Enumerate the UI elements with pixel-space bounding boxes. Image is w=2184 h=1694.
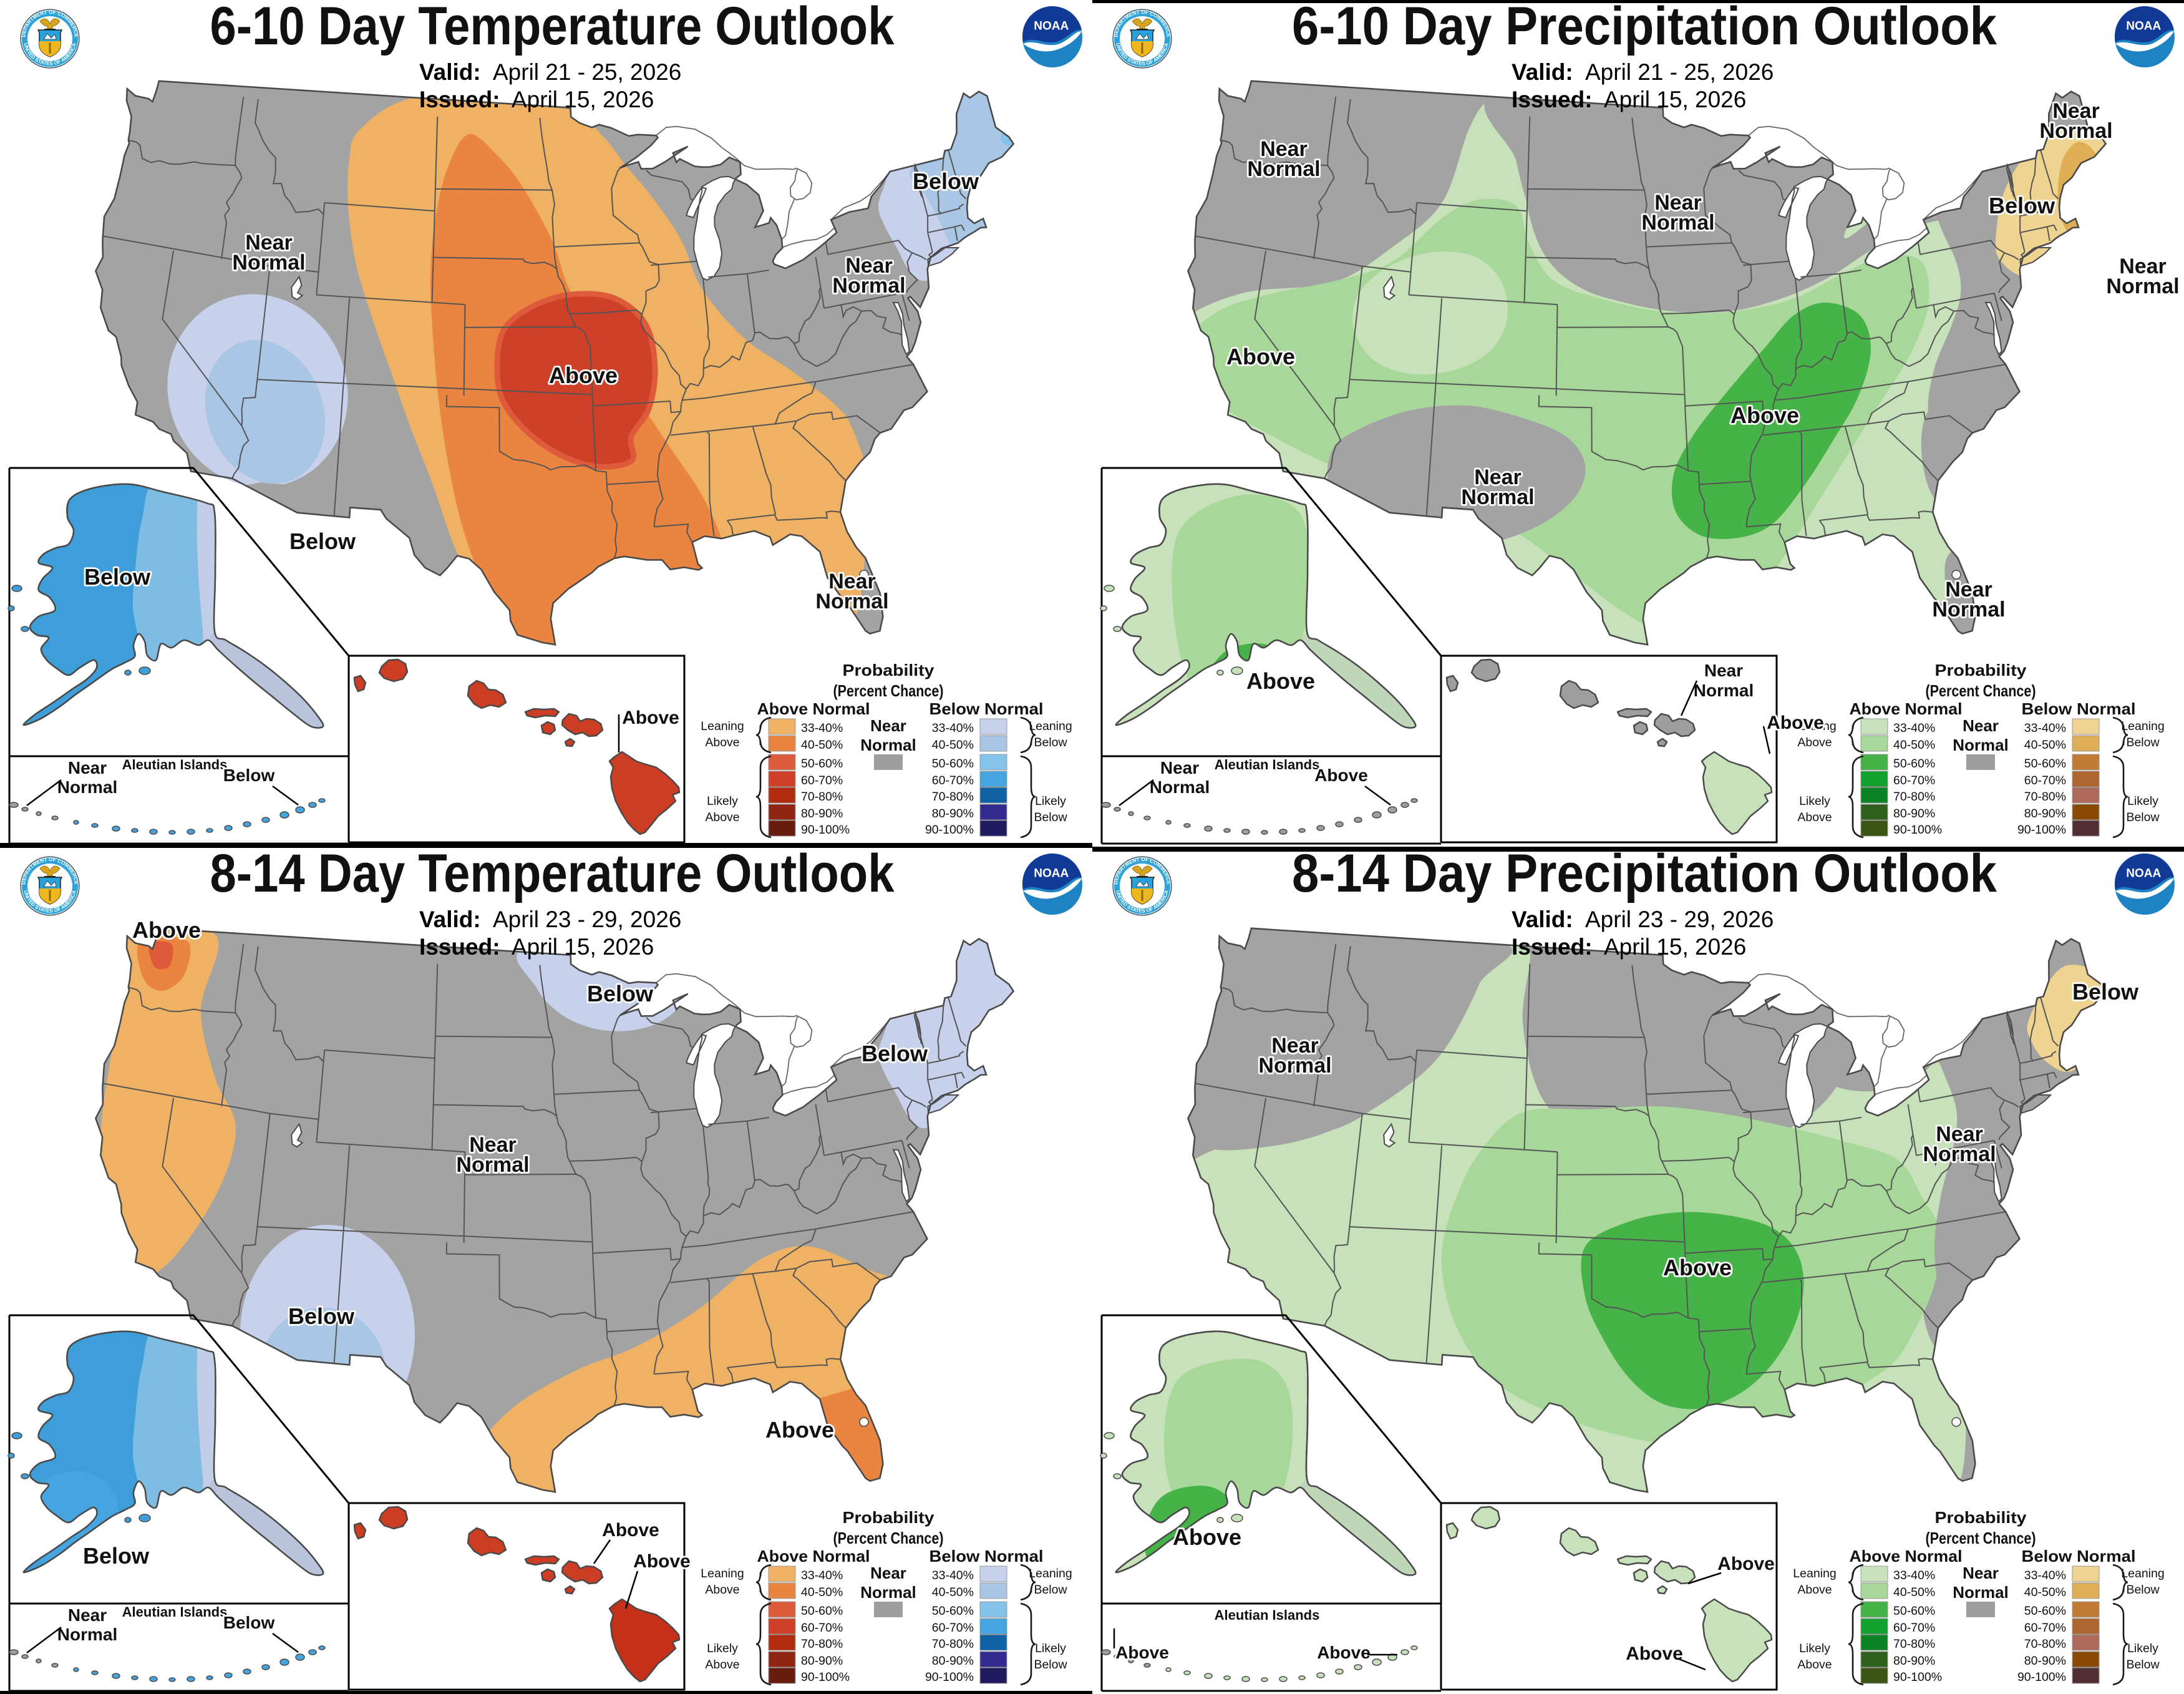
svg-text:Below: Below [84,564,151,590]
svg-text:Above: Above [1767,713,1824,733]
svg-text:6-10 Day Temperature Outlook: 6-10 Day Temperature Outlook [210,0,895,56]
svg-text:Near: Near [2119,255,2167,278]
svg-text:Below: Below [1989,193,2055,218]
svg-text:Near: Near [1945,578,1992,601]
svg-text:8-14 Day Temperature Outlook: 8-14 Day Temperature Outlook [210,844,895,903]
svg-text:April 15, 2026: April 15, 2026 [512,87,654,112]
svg-text:Near: Near [1271,1034,1319,1058]
svg-text:Normal: Normal [57,777,117,797]
svg-text:Below: Below [913,168,979,194]
svg-text:Above: Above [765,1417,834,1443]
svg-text:April 23 - 29, 2026: April 23 - 29, 2026 [1585,907,1774,932]
svg-text:Issued:: Issued: [419,934,500,960]
svg-text:April 21 - 25, 2026: April 21 - 25, 2026 [493,59,681,85]
svg-text:Aleutian Islands: Aleutian Islands [1215,1607,1320,1623]
svg-text:Near: Near [68,1605,107,1625]
svg-text:Valid:: Valid: [419,59,481,85]
svg-text:Normal: Normal [1247,157,1320,181]
svg-text:Above: Above [633,1551,691,1572]
svg-text:Near: Near [1160,758,1199,777]
svg-text:Near: Near [845,254,893,278]
svg-text:Above: Above [622,708,679,728]
svg-text:Below: Below [223,766,275,785]
svg-text:April 23 - 29, 2026: April 23 - 29, 2026 [493,907,681,932]
svg-text:Above: Above [1717,1554,1775,1574]
svg-text:Below: Below [861,1041,928,1066]
svg-text:April 15, 2026: April 15, 2026 [512,934,654,960]
svg-text:Normal: Normal [1923,1142,1996,1166]
svg-text:Issued:: Issued: [1512,934,1593,960]
svg-text:Above: Above [1730,402,1799,428]
svg-text:Below: Below [83,1543,150,1569]
svg-text:Normal: Normal [456,1153,529,1177]
svg-text:Near: Near [828,570,876,593]
svg-text:Normal: Normal [1694,681,1754,700]
svg-text:Issued:: Issued: [419,87,500,112]
svg-text:Normal: Normal [1461,485,1534,509]
svg-text:NOAA: NOAA [1034,20,1069,33]
svg-text:Below: Below [223,1613,275,1632]
svg-text:Normal: Normal [1150,777,1210,797]
svg-text:Near: Near [1654,191,1702,215]
svg-text:Above: Above [1115,1643,1169,1662]
svg-text:Near: Near [1936,1122,1983,1146]
svg-text:Normal: Normal [832,274,905,298]
svg-text:Aleutian Islands: Aleutian Islands [122,1604,228,1620]
svg-text:Normal: Normal [2039,119,2112,143]
svg-text:Near: Near [68,758,107,777]
svg-text:Normal: Normal [1258,1054,1331,1078]
svg-text:Aleutian Islands: Aleutian Islands [1215,757,1320,772]
svg-text:Near: Near [2052,99,2100,123]
svg-text:Above: Above [1173,1524,1241,1550]
svg-text:Normal: Normal [1932,598,2005,621]
svg-text:Issued:: Issued: [1512,87,1593,112]
svg-text:Above: Above [132,917,201,943]
svg-text:Above: Above [549,363,618,388]
svg-text:Above: Above [1246,668,1315,694]
svg-text:Above: Above [1626,1643,1683,1664]
svg-text:Above: Above [1317,1643,1371,1662]
svg-text:Near: Near [1260,137,1308,161]
svg-text:Aleutian Islands: Aleutian Islands [122,757,228,772]
svg-text:Above: Above [1663,1255,1732,1280]
svg-text:April 21 - 25, 2026: April 21 - 25, 2026 [1585,59,1774,85]
svg-text:Below: Below [2072,979,2139,1005]
svg-text:Normal: Normal [232,251,305,275]
svg-text:Below: Below [288,1303,355,1329]
svg-text:Normal: Normal [815,590,888,613]
svg-text:April 15, 2026: April 15, 2026 [1604,934,1746,960]
svg-text:Above: Above [602,1520,659,1541]
svg-text:Near: Near [469,1133,517,1157]
svg-text:Valid:: Valid: [1512,59,1573,85]
svg-text:Near: Near [1474,465,1522,489]
svg-text:NOAA: NOAA [2126,20,2161,33]
svg-text:Valid:: Valid: [419,907,481,932]
svg-text:Normal: Normal [57,1625,117,1644]
svg-text:Valid:: Valid: [1512,907,1573,932]
svg-text:Normal: Normal [2106,275,2179,298]
svg-text:8-14 Day Precipitation Outlook: 8-14 Day Precipitation Outlook [1292,844,1997,903]
svg-text:Above: Above [1226,344,1295,369]
svg-text:Near: Near [1704,661,1743,680]
svg-text:Below: Below [587,981,654,1006]
svg-text:Above: Above [1314,766,1368,785]
svg-text:Near: Near [245,231,293,255]
svg-text:April 15, 2026: April 15, 2026 [1604,87,1746,112]
svg-text:NOAA: NOAA [2126,867,2161,880]
svg-text:Below: Below [289,528,356,554]
svg-text:Normal: Normal [1641,211,1714,235]
svg-text:NOAA: NOAA [1034,867,1069,880]
svg-text:6-10 Day Precipitation Outlook: 6-10 Day Precipitation Outlook [1292,0,1997,56]
